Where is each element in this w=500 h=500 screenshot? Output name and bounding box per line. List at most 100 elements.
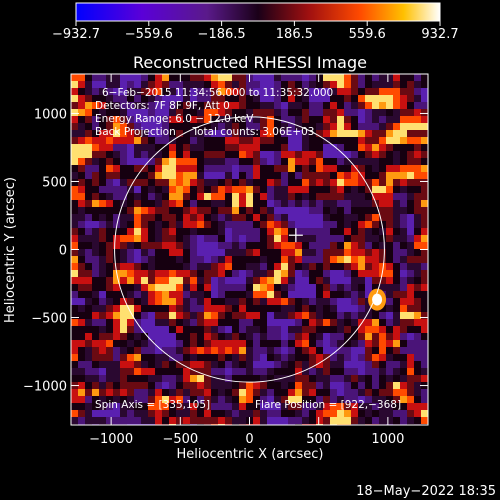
heatmap-cell bbox=[302, 389, 310, 397]
heatmap-cell bbox=[106, 326, 114, 334]
heatmap-cell bbox=[260, 109, 268, 117]
heatmap-cell bbox=[330, 151, 338, 159]
heatmap-cell bbox=[351, 95, 359, 103]
heatmap-cell bbox=[106, 382, 114, 390]
heatmap-cell bbox=[330, 361, 338, 369]
heatmap-cell bbox=[344, 214, 352, 222]
heatmap-cell bbox=[246, 319, 254, 327]
heatmap-cell bbox=[393, 382, 401, 390]
heatmap-cell bbox=[92, 193, 100, 201]
y-tick-label: 1000 bbox=[34, 107, 67, 122]
heatmap-cell bbox=[162, 144, 170, 152]
heatmap-cell bbox=[295, 403, 303, 411]
heatmap-cell bbox=[274, 207, 282, 215]
heatmap-cell bbox=[113, 116, 121, 124]
heatmap-cell bbox=[99, 130, 107, 138]
heatmap-cell bbox=[295, 151, 303, 159]
heatmap-cell bbox=[260, 235, 268, 243]
heatmap-cell bbox=[288, 256, 296, 264]
heatmap-cell bbox=[162, 116, 170, 124]
heatmap-cell bbox=[148, 109, 156, 117]
heatmap-cell bbox=[386, 116, 394, 124]
heatmap-cell bbox=[92, 186, 100, 194]
heatmap-cell bbox=[92, 368, 100, 376]
heatmap-cell bbox=[246, 242, 254, 250]
heatmap-cell bbox=[113, 200, 121, 208]
heatmap-cell bbox=[120, 389, 128, 397]
heatmap-cell bbox=[204, 298, 212, 306]
heatmap-cell bbox=[281, 81, 289, 89]
heatmap-cell bbox=[400, 249, 408, 257]
heatmap-cell bbox=[155, 361, 163, 369]
heatmap-cell bbox=[127, 410, 135, 418]
heatmap-cell bbox=[162, 375, 170, 383]
heatmap-cell bbox=[393, 81, 401, 89]
heatmap-cell bbox=[148, 172, 156, 180]
heatmap-cell bbox=[85, 284, 93, 292]
heatmap-cell bbox=[99, 95, 107, 103]
heatmap-cell bbox=[92, 179, 100, 187]
heatmap-cell bbox=[92, 200, 100, 208]
heatmap-cell bbox=[386, 221, 394, 229]
heatmap-cell bbox=[190, 417, 198, 425]
heatmap-cell bbox=[407, 151, 415, 159]
heatmap-cell bbox=[260, 172, 268, 180]
heatmap-cell bbox=[239, 179, 247, 187]
heatmap-cell bbox=[92, 81, 100, 89]
heatmap-cell bbox=[99, 298, 107, 306]
heatmap-cell bbox=[176, 81, 184, 89]
heatmap-cell bbox=[197, 291, 205, 299]
heatmap-cell bbox=[274, 319, 282, 327]
heatmap-cell bbox=[295, 410, 303, 418]
heatmap-cell bbox=[344, 256, 352, 264]
heatmap-cell bbox=[295, 109, 303, 117]
heatmap-cell bbox=[211, 319, 219, 327]
heatmap-cell bbox=[281, 242, 289, 250]
heatmap-cell bbox=[113, 172, 121, 180]
heatmap-cell bbox=[260, 144, 268, 152]
heatmap-cell bbox=[120, 193, 128, 201]
heatmap-cell bbox=[71, 417, 79, 425]
heatmap-cell bbox=[211, 179, 219, 187]
heatmap-cell bbox=[148, 284, 156, 292]
heatmap-cell bbox=[239, 193, 247, 201]
heatmap-cell bbox=[309, 277, 317, 285]
heatmap-cell bbox=[85, 242, 93, 250]
heatmap-cell bbox=[393, 214, 401, 222]
y-tick-label: −500 bbox=[31, 312, 67, 327]
heatmap-cell bbox=[197, 137, 205, 145]
heatmap-cell bbox=[295, 354, 303, 362]
heatmap-cell bbox=[190, 298, 198, 306]
heatmap-cell bbox=[148, 354, 156, 362]
heatmap-cell bbox=[379, 95, 387, 103]
heatmap-cell bbox=[78, 102, 86, 110]
heatmap-cell bbox=[239, 277, 247, 285]
heatmap-cell bbox=[134, 312, 142, 320]
heatmap-cell bbox=[400, 144, 408, 152]
heatmap-cell bbox=[176, 102, 184, 110]
heatmap-cell bbox=[204, 151, 212, 159]
heatmap-cell bbox=[372, 165, 380, 173]
heatmap-cell bbox=[225, 270, 233, 278]
colorbar-gradient bbox=[75, 2, 441, 22]
heatmap-cell bbox=[225, 277, 233, 285]
heatmap-cell bbox=[225, 74, 233, 82]
heatmap-cell bbox=[127, 221, 135, 229]
heatmap-cell bbox=[218, 256, 226, 264]
heatmap-cell bbox=[281, 228, 289, 236]
heatmap-cell bbox=[414, 130, 422, 138]
heatmap-cell bbox=[204, 123, 212, 131]
heatmap-cell bbox=[386, 354, 394, 362]
heatmap-cell bbox=[351, 165, 359, 173]
heatmap-cell bbox=[386, 284, 394, 292]
heatmap-cell bbox=[267, 375, 275, 383]
heatmap-cell bbox=[316, 284, 324, 292]
heatmap-cell bbox=[274, 158, 282, 166]
heatmap-cell bbox=[344, 312, 352, 320]
heatmap-cell bbox=[120, 144, 128, 152]
heatmap-cell bbox=[183, 256, 191, 264]
heatmap-cell bbox=[365, 389, 373, 397]
heatmap-cell bbox=[106, 151, 114, 159]
heatmap-cell bbox=[330, 319, 338, 327]
heatmap-cell bbox=[99, 368, 107, 376]
